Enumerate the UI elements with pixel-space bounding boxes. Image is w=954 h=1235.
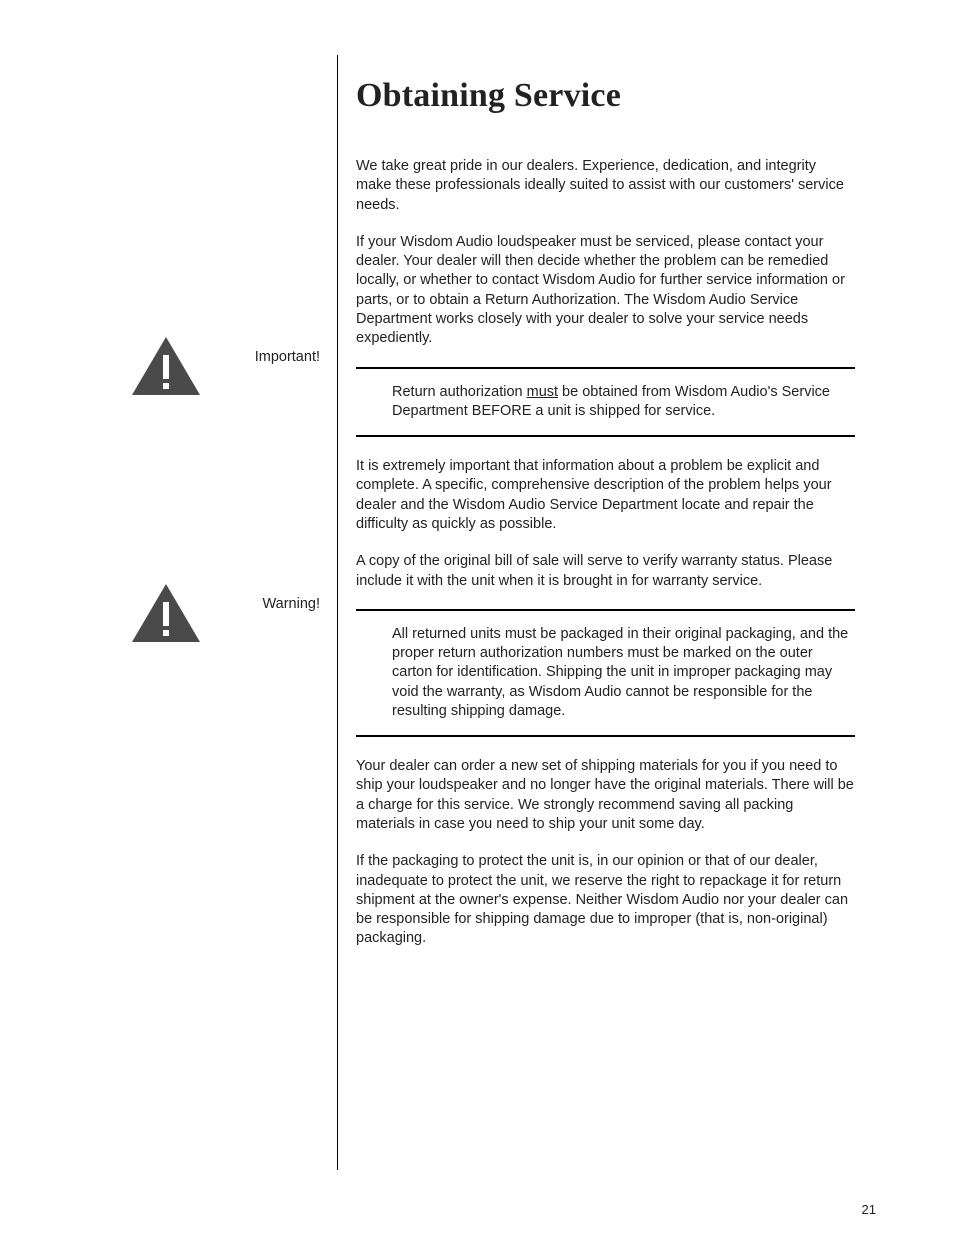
- callout-label-warning: Warning!: [230, 596, 320, 612]
- callout-text-underlined: must: [527, 384, 558, 400]
- body-paragraph: It is extremely important that informati…: [356, 457, 855, 534]
- body-paragraph: If the packaging to protect the unit is,…: [356, 852, 855, 948]
- callout-label-important: Important!: [230, 349, 320, 365]
- body-paragraph: A copy of the original bill of sale will…: [356, 552, 855, 591]
- content-column: Obtaining Service We take great pride in…: [337, 55, 855, 1170]
- page-title: Obtaining Service: [356, 77, 855, 115]
- body-paragraph: Your dealer can order a new set of shipp…: [356, 757, 855, 834]
- callout-important: Return authorization must be obtained fr…: [356, 367, 855, 438]
- callout-text: Return authorization must be obtained fr…: [392, 383, 855, 422]
- callout-warning: All returned units must be packaged in t…: [356, 609, 855, 737]
- document-page: Important! Warning! Obtaining Service We…: [0, 0, 954, 1235]
- body-paragraph: If your Wisdom Audio loudspeaker must be…: [356, 233, 855, 349]
- warning-icon: [130, 582, 202, 644]
- page-number: 21: [862, 1202, 876, 1217]
- callout-text: All returned units must be packaged in t…: [392, 625, 855, 721]
- callout-text-prefix: Return authorization: [392, 384, 527, 400]
- warning-icon: [130, 335, 202, 397]
- body-paragraph: We take great pride in our dealers. Expe…: [356, 157, 855, 215]
